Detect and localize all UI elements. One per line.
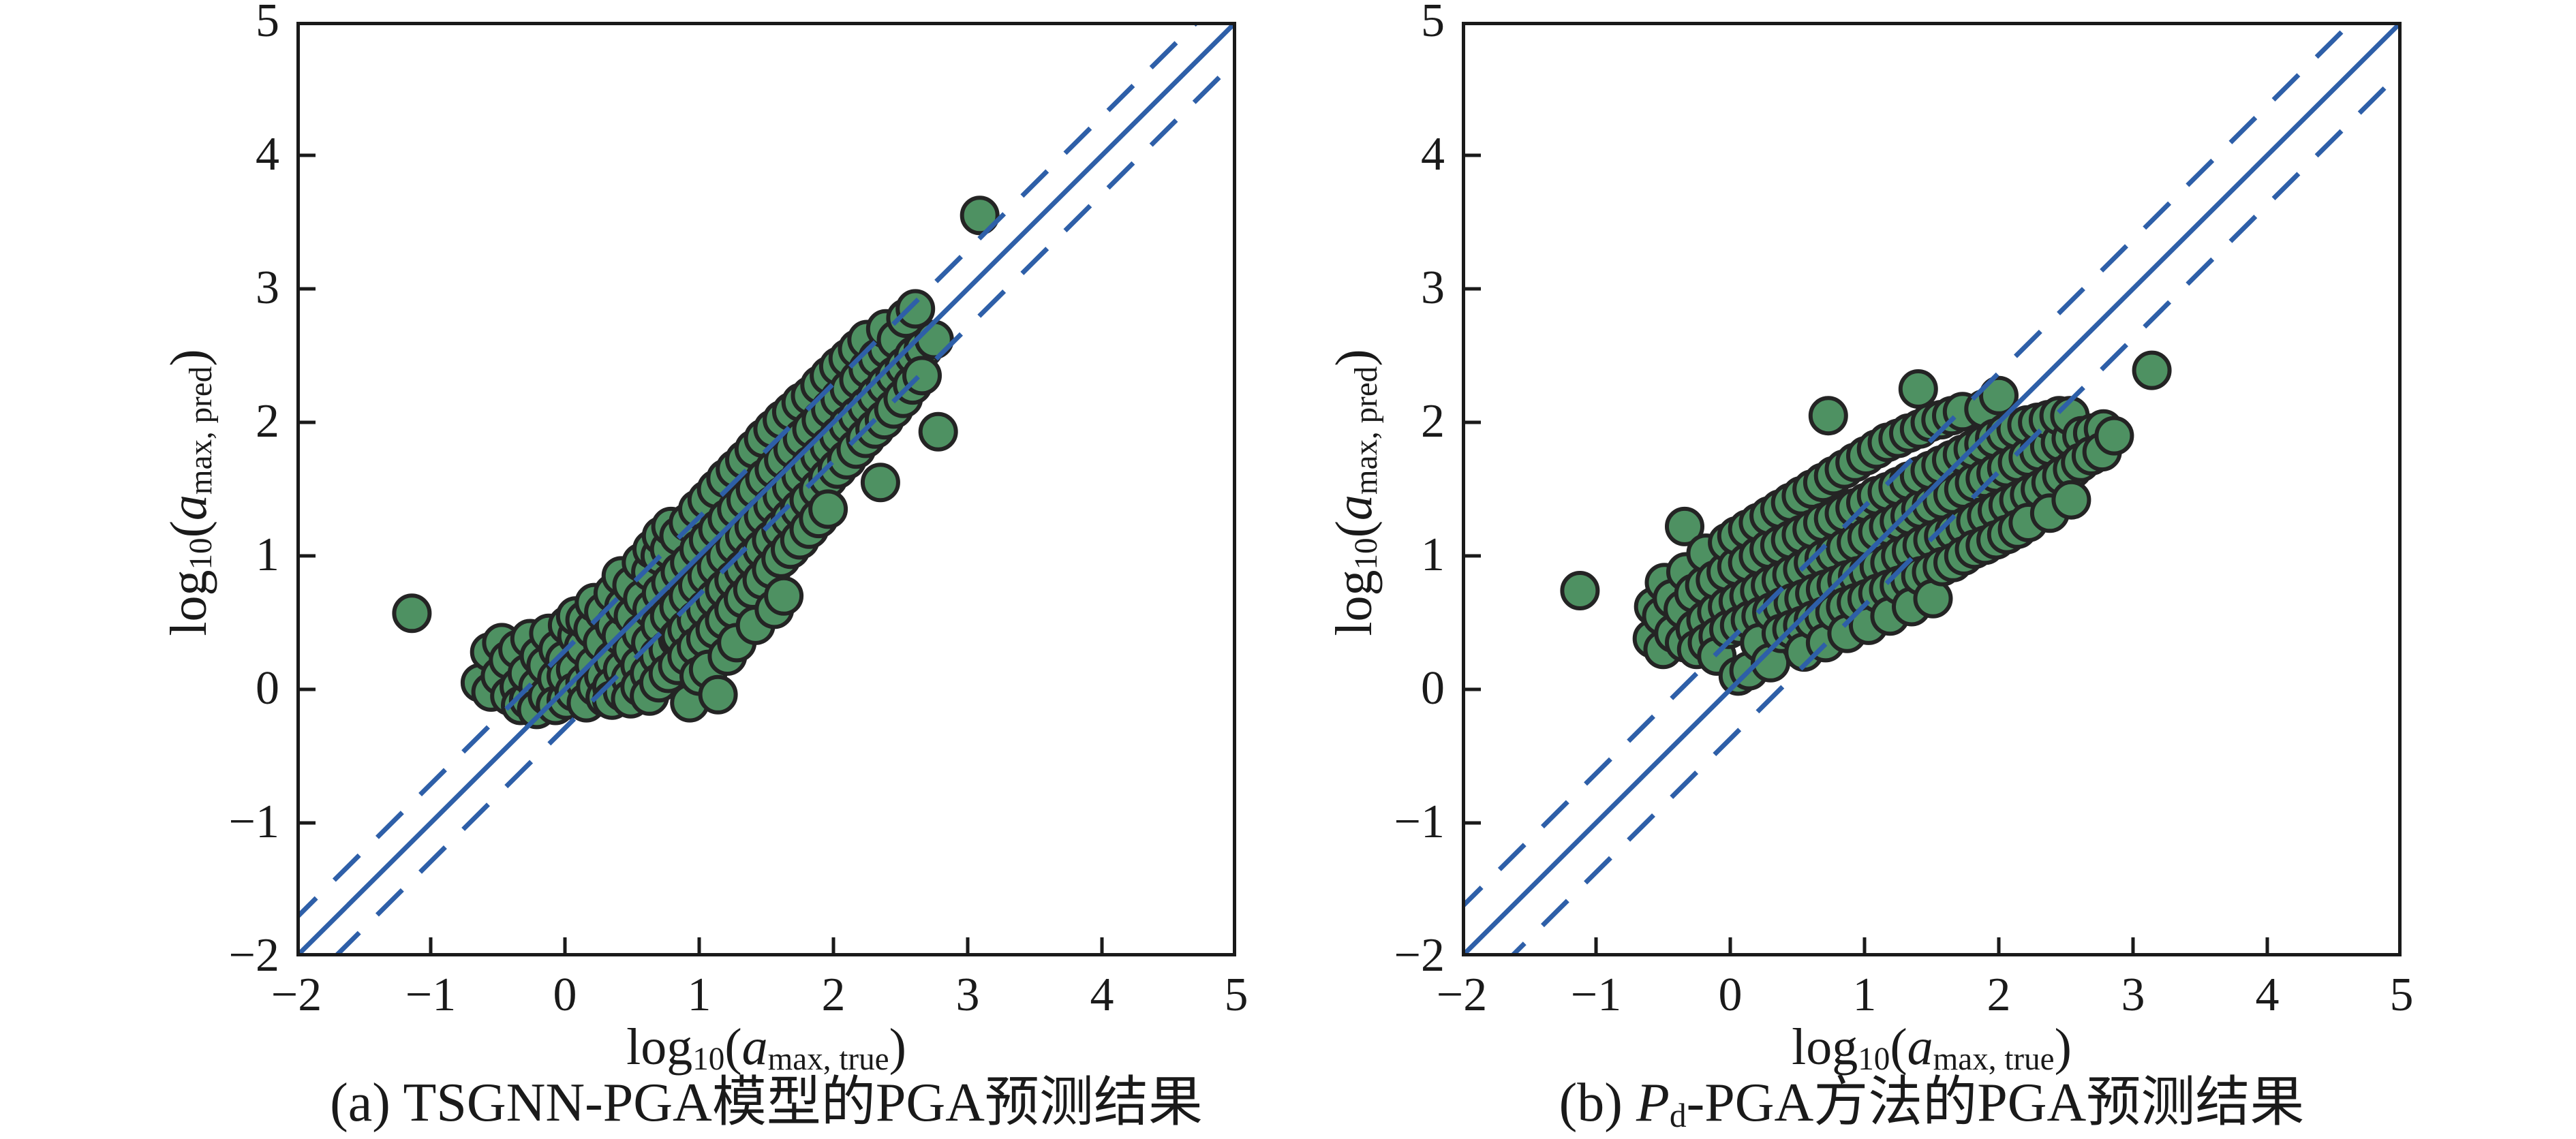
- y-tick-label: 0: [256, 662, 279, 715]
- y-tick-label: −2: [228, 929, 279, 982]
- scatter-point: [808, 489, 848, 529]
- axis-box: [296, 22, 1236, 956]
- scatter-point: [2051, 480, 2091, 520]
- x-tick-label: 5: [2389, 969, 2414, 1021]
- x-tick-label: −2: [1436, 969, 1488, 1021]
- y-tick-label: 4: [1421, 128, 1445, 181]
- x-tick-label: 4: [1090, 969, 1114, 1021]
- y-tick-label: 5: [1421, 0, 1445, 47]
- y-tick-label: 2: [256, 395, 279, 448]
- x-tick-label: −1: [1570, 969, 1622, 1021]
- scatter-point: [960, 196, 1000, 236]
- y-tick-label: 0: [1421, 662, 1445, 715]
- y-tick-label: 4: [256, 128, 279, 181]
- y-tick-label: −1: [1394, 796, 1445, 848]
- y-tick-label: 2: [1421, 395, 1445, 448]
- scatter-point: [1808, 396, 1848, 436]
- scatter-point: [392, 593, 432, 634]
- scatter-point: [764, 576, 804, 616]
- y-tick-label: −2: [1394, 929, 1445, 982]
- x-tick-label: −1: [405, 969, 457, 1021]
- plot-area: [296, 22, 1236, 956]
- x-tick-label: 0: [553, 969, 577, 1021]
- x-tick-label: 1: [1852, 969, 1877, 1021]
- scatter-point: [698, 674, 738, 715]
- lower-dashed-line: [332, 57, 1236, 956]
- x-tick-label: 3: [2121, 969, 2145, 1021]
- x-tick-label: 2: [821, 969, 846, 1021]
- x-tick-label: 2: [1987, 969, 2011, 1021]
- scatter-point: [1979, 375, 2019, 416]
- y-tick-label: 5: [256, 0, 279, 47]
- scatter-point: [895, 289, 936, 329]
- caption-b: (b) Pd-PGA方法的PGA预测结果: [1559, 1073, 2305, 1134]
- x-tick-label: −2: [271, 969, 322, 1021]
- y-tick-label: 3: [1421, 262, 1445, 314]
- y-tick-label: −1: [228, 796, 279, 848]
- upper-dashed-line: [1462, 22, 2356, 911]
- scatter-point: [860, 463, 900, 503]
- scatter-point: [2132, 350, 2172, 390]
- x-tick-label: 4: [2255, 969, 2280, 1021]
- x-tick-label: 3: [955, 969, 980, 1021]
- axis-box: [1462, 22, 2402, 956]
- y-tick-label: 1: [256, 529, 279, 581]
- scatter-point: [918, 411, 958, 452]
- x-tick-label: 1: [687, 969, 711, 1021]
- scatter-point: [1560, 571, 1600, 610]
- scatter-point: [1898, 369, 1938, 409]
- identity-line: [1462, 22, 2402, 956]
- x-tick-label: 5: [1224, 969, 1248, 1021]
- scatter-point: [2094, 416, 2134, 456]
- scatter-point: [1665, 506, 1704, 546]
- y-tick-label: 1: [1421, 529, 1445, 581]
- scatter-point: [1913, 578, 1953, 619]
- caption-a: (a) TSGNN-PGA模型的PGA预测结果: [330, 1073, 1203, 1133]
- lower-dashed-line: [1507, 67, 2402, 956]
- x-tick-label: 0: [1718, 969, 1743, 1021]
- plot-area: [1462, 22, 2402, 956]
- scatter-points-group: [1560, 350, 2172, 696]
- upper-dashed-line: [296, 22, 1201, 922]
- x-axis-label: log10(amax, true): [1792, 1018, 2072, 1078]
- y-tick-label: 3: [256, 262, 279, 314]
- x-axis-label: log10(amax, true): [626, 1018, 906, 1078]
- identity-line: [296, 22, 1236, 956]
